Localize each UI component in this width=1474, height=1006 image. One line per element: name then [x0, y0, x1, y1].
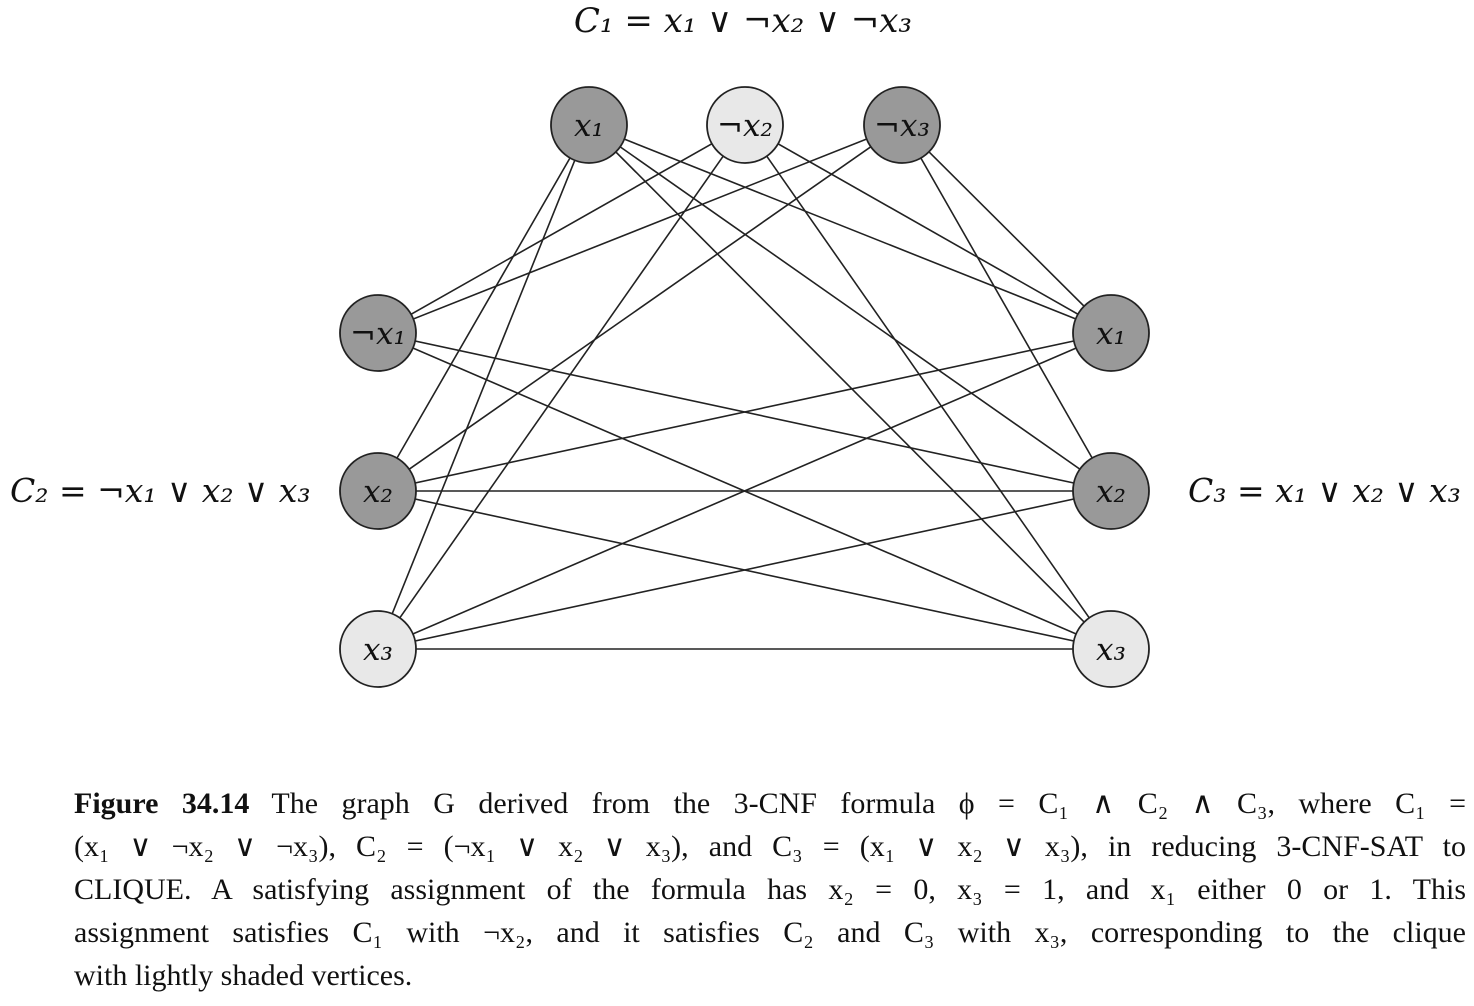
vertex-label: x₁	[574, 108, 604, 144]
edge-c1-x1-c2-x2	[377, 124, 590, 492]
edge-c1-notx3-c3-x1	[901, 124, 1112, 334]
edge-c1-notx3-c2-notx1	[377, 124, 903, 334]
vertex-circle	[339, 452, 417, 530]
vertex-c1-x1: x₁	[550, 86, 628, 164]
clause-label-c2: C₂ = ¬x₁ ∨ x₂ ∨ x₃	[10, 471, 311, 510]
edge-c1-x1-c2-x3	[377, 124, 590, 650]
vertex-c1-notx3: ¬x₃	[863, 86, 941, 164]
vertex-c3-x3: x₃	[1072, 610, 1150, 688]
caption-label: Figure 34.14	[74, 787, 250, 820]
vertex-circle	[1072, 452, 1150, 530]
edge-c2-x3-c3-x1	[377, 332, 1112, 650]
vertex-circle	[1072, 294, 1150, 372]
vertex-label: x₃	[1096, 632, 1126, 668]
vertex-label: ¬x₂	[717, 108, 773, 144]
caption-line: with lightly shaded vertices.	[74, 959, 413, 992]
edge-c1-notx2-c3-x1	[744, 124, 1112, 334]
edge-c1-notx2-c3-x3	[744, 124, 1112, 650]
vertex-circle	[550, 86, 628, 164]
edge-c2-x3-c3-x2	[377, 490, 1112, 650]
clause-label-c3: C₃ = x₁ ∨ x₂ ∨ x₃	[1188, 471, 1461, 510]
edge-c1-notx3-c3-x2	[901, 124, 1112, 492]
caption-line: CLIQUE. A satisfying assignment of the f…	[74, 873, 1466, 906]
caption-line: assignment satisfies C₁ with ¬x₂, and it…	[74, 916, 1466, 949]
vertex-label: x₂	[1096, 474, 1126, 510]
vertex-circle	[706, 86, 784, 164]
vertex-c3-x1: x₁	[1072, 294, 1150, 372]
caption-line-text: The graph G derived from the 3-CNF formu…	[271, 787, 1467, 820]
vertex-c1-notx2: ¬x₂	[706, 86, 784, 164]
caption-line: Figure 34.14 The graph G derived from the…	[74, 782, 1466, 825]
vertex-circle	[339, 610, 417, 688]
figure-caption: Figure 34.14 The graph G derived from the…	[74, 782, 1466, 997]
vertex-circle	[339, 294, 417, 372]
vertex-c2-x2: x₂	[339, 452, 417, 530]
vertex-label: x₂	[363, 474, 393, 510]
edge-c1-notx3-c2-x2	[377, 124, 903, 492]
vertex-label: ¬x₁	[350, 316, 406, 352]
vertex-c2-notx1: ¬x₁	[339, 294, 417, 372]
clique-graph-figure: x₁ ¬x₂ ¬x₃ ¬x₁ x₂ x₃ x₁ x₂ x₃ C₁ = x₁ ∨ ¬x₂ ∨ ¬x…	[10, 1, 1461, 688]
vertex-circle	[1072, 610, 1150, 688]
edge-c1-notx2-c2-notx1	[377, 124, 746, 334]
edge-c1-x1-c3-x2	[588, 124, 1112, 492]
vertex-label: x₁	[1096, 316, 1126, 352]
clause-label-c1: C₁ = x₁ ∨ ¬x₂ ∨ ¬x₃	[574, 1, 912, 41]
vertex-label: x₃	[363, 632, 393, 668]
vertex-label: ¬x₃	[874, 108, 930, 144]
graph-vertices: x₁ ¬x₂ ¬x₃ ¬x₁ x₂ x₃ x₁ x₂ x₃	[339, 86, 1150, 688]
graph-edges	[377, 124, 1112, 650]
vertex-c2-x3: x₃	[339, 610, 417, 688]
edge-c2-x2-c3-x1	[377, 332, 1112, 492]
edge-c1-x1-c3-x3	[588, 124, 1112, 650]
caption-line: (x₁ ∨ ¬x₂ ∨ ¬x₃), C₂ = (¬x₁ ∨ x₂ ∨ x₃), …	[74, 830, 1466, 863]
vertex-c3-x2: x₂	[1072, 452, 1150, 530]
vertex-circle	[863, 86, 941, 164]
edge-c1-x1-c3-x1	[588, 124, 1112, 334]
